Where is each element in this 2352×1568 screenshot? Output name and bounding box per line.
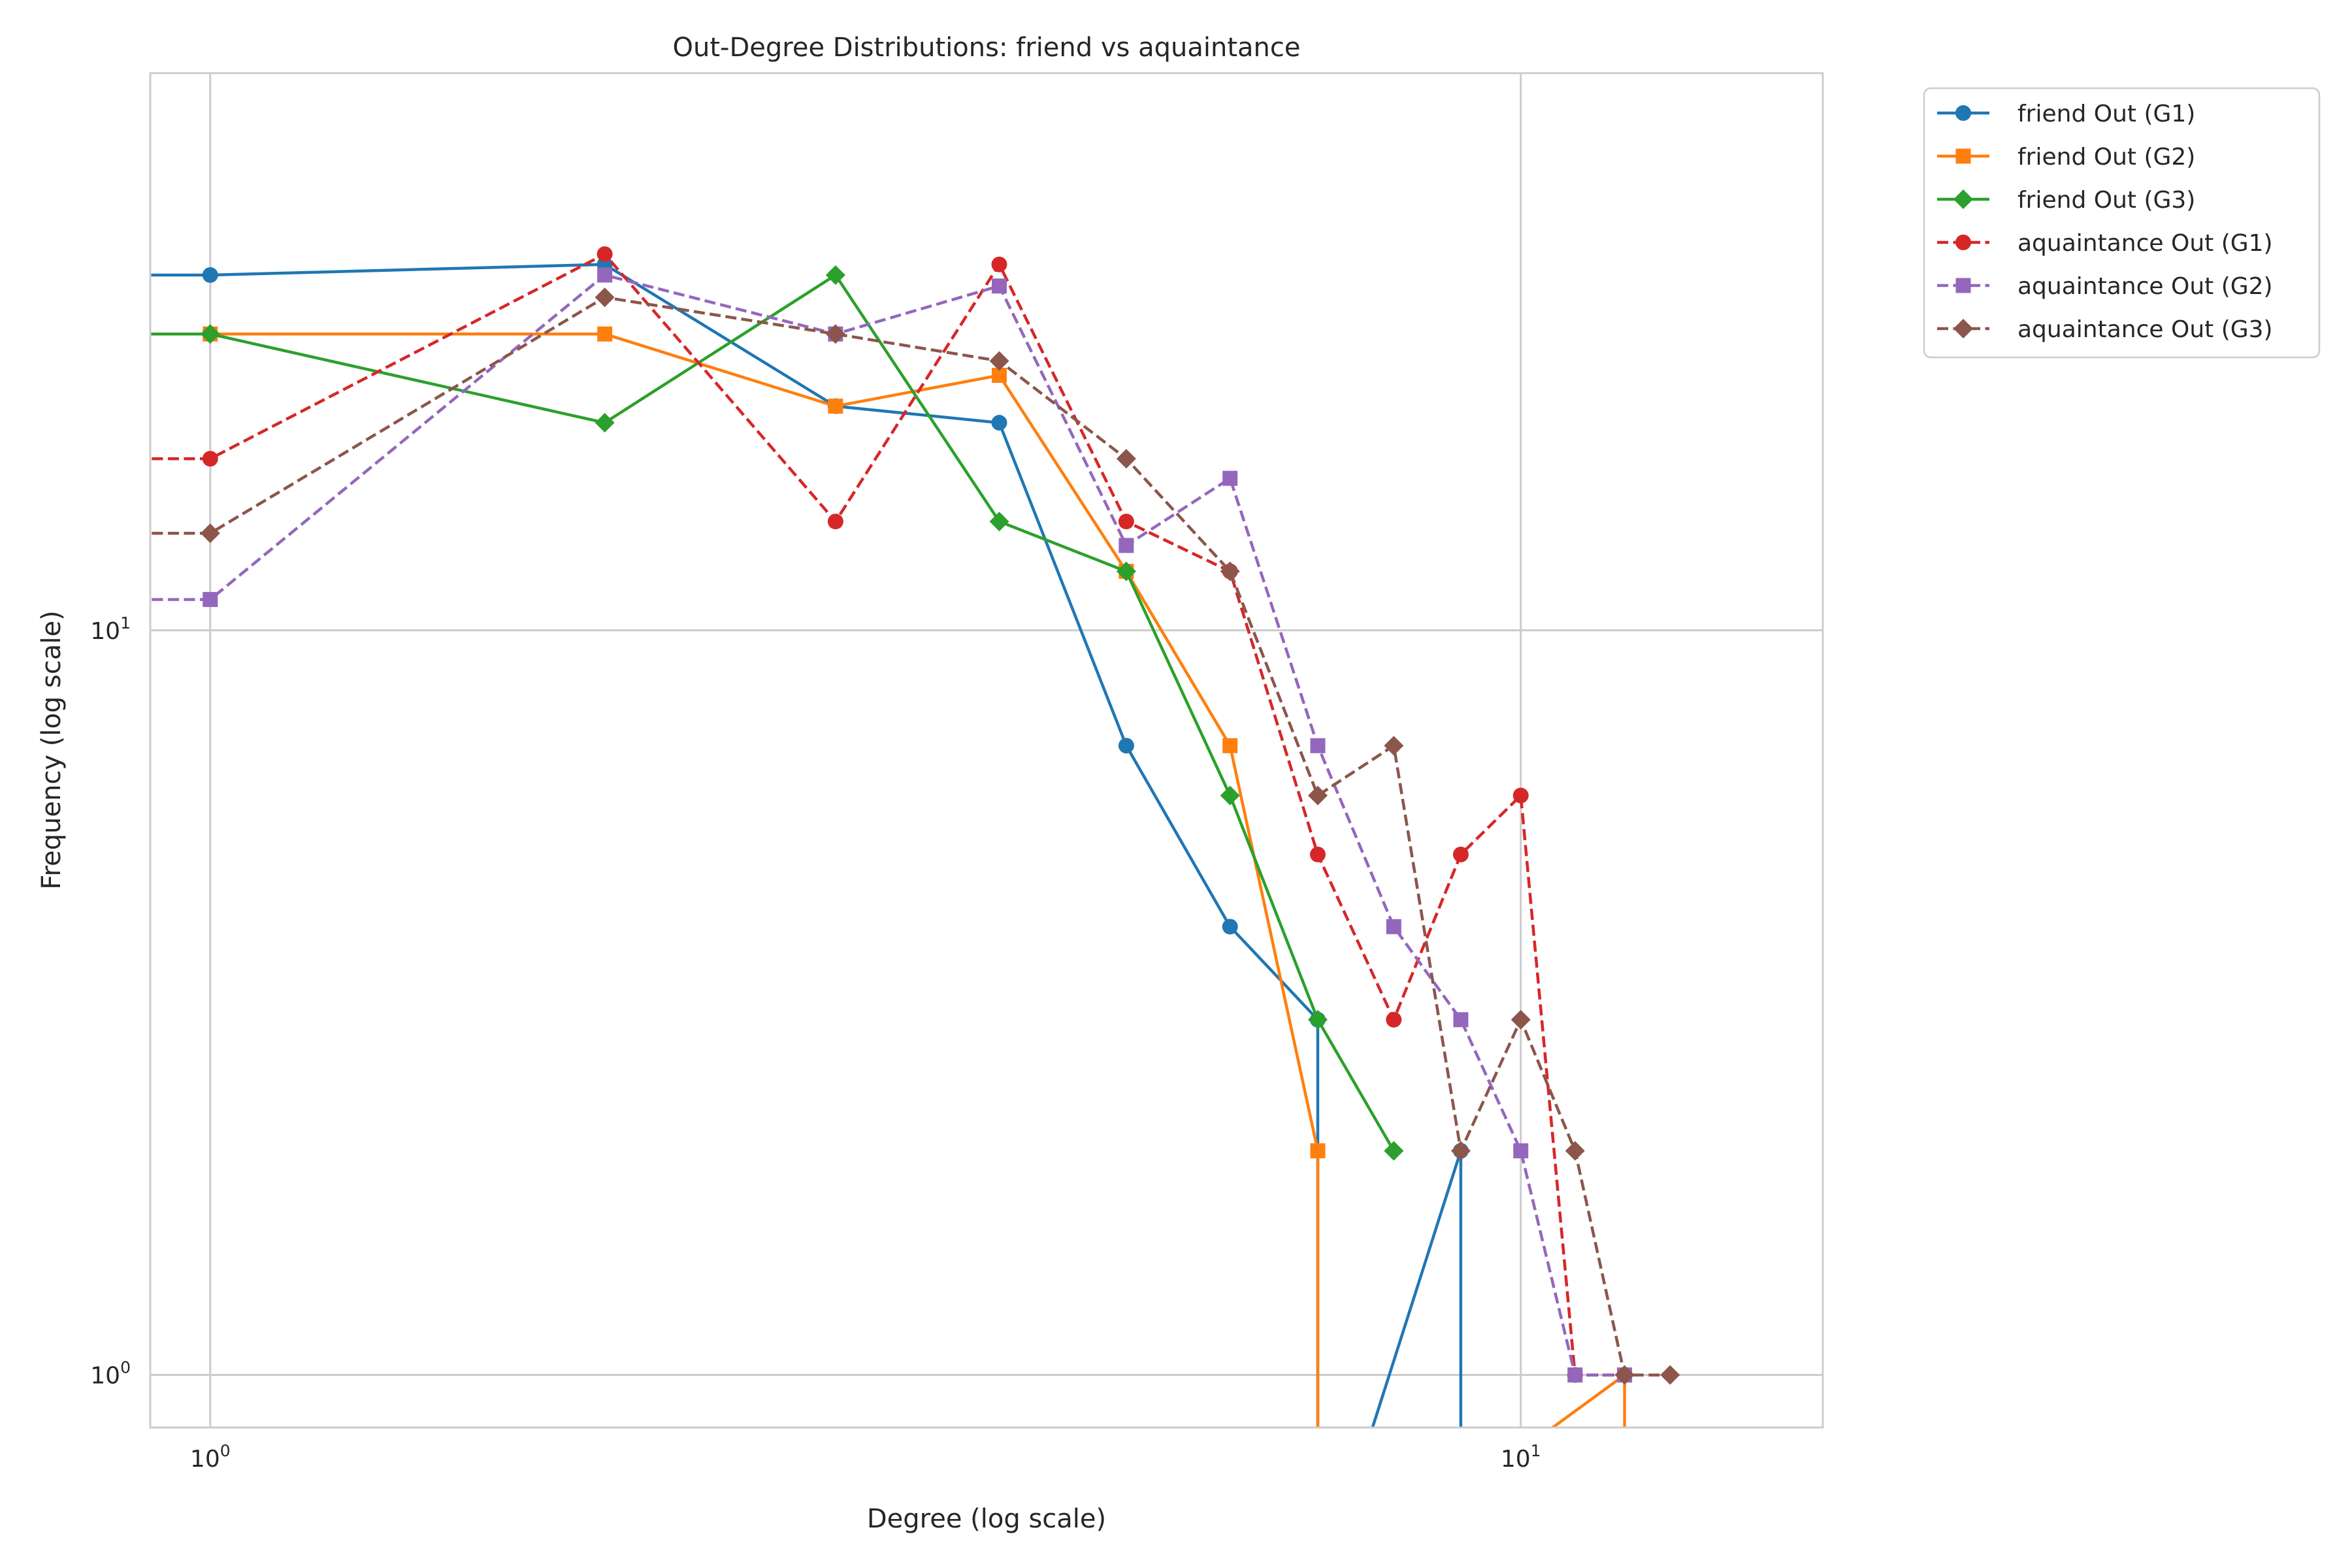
legend-marker	[1953, 189, 1973, 209]
legend-marker	[1955, 235, 1971, 250]
data-point	[1386, 1011, 1402, 1028]
data-point	[1567, 1367, 1583, 1383]
data-point	[991, 415, 1007, 431]
data-point	[1310, 1143, 1326, 1158]
data-point	[1310, 846, 1326, 862]
data-point	[1119, 538, 1134, 553]
y-axis-label: Frequency (log scale)	[37, 610, 67, 889]
data-point	[1660, 1365, 1680, 1385]
data-point	[595, 413, 615, 433]
series-4	[150, 246, 1633, 1383]
data-point	[1308, 1009, 1328, 1030]
data-point	[200, 324, 220, 344]
data-point	[1222, 919, 1238, 935]
series-line	[150, 263, 1463, 1428]
series-5	[150, 267, 1633, 1383]
legend-box	[1923, 87, 2321, 359]
legend-marker	[1955, 278, 1971, 293]
chart-title: Out-Degree Distributions: friend vs aqua…	[673, 33, 1301, 63]
data-point	[1116, 449, 1136, 469]
data-point	[989, 512, 1009, 532]
y-tick-label: 100	[90, 1358, 131, 1390]
data-point	[991, 256, 1007, 272]
data-point	[202, 267, 218, 283]
data-point	[991, 278, 1007, 294]
data-point	[1310, 738, 1326, 753]
series-line	[150, 332, 1626, 1428]
data-point	[1512, 787, 1529, 804]
x-axis-label: Degree (log scale)	[867, 1504, 1106, 1534]
series-6	[150, 287, 1680, 1385]
data-point	[1450, 1141, 1471, 1161]
data-point	[1222, 470, 1238, 486]
series-line	[150, 252, 1625, 1377]
data-point	[1118, 738, 1134, 754]
plot-frame	[149, 72, 1824, 1429]
legend-label: friend Out (G2)	[2017, 144, 2195, 171]
data-point	[596, 246, 613, 263]
legend-label: aquaintance Out (G2)	[2017, 273, 2273, 300]
series-3	[150, 265, 1404, 1161]
data-point	[828, 399, 843, 414]
data-point	[202, 451, 218, 467]
data-point	[989, 351, 1009, 371]
y-tick-labels: 100 101	[90, 613, 131, 1390]
data-point	[1614, 1365, 1635, 1385]
data-point	[991, 367, 1007, 383]
data-point	[1384, 1141, 1404, 1161]
data-point	[1384, 736, 1404, 756]
data-point	[203, 592, 218, 608]
data-point	[597, 326, 613, 342]
grid	[150, 73, 1823, 1428]
x-tick-labels: 100 101	[190, 1441, 1541, 1473]
data-point	[597, 267, 613, 283]
legend-marker	[1955, 148, 1971, 164]
data-point	[200, 523, 220, 544]
data-point	[827, 514, 843, 530]
data-point	[825, 265, 845, 285]
legend-marker	[1955, 105, 1971, 121]
y-tick-label: 101	[90, 613, 131, 645]
data-point	[1511, 1009, 1531, 1030]
data-point	[1220, 561, 1240, 581]
data-point	[1308, 785, 1328, 806]
data-point	[825, 324, 845, 344]
series-line	[150, 295, 1671, 1377]
data-point	[595, 287, 615, 308]
legend: friend Out (G1) friend Out (G2) friend Out…	[1923, 87, 2321, 359]
legend-label: friend Out (G1)	[2017, 101, 2195, 127]
series-group	[150, 246, 1680, 1428]
x-tick-label: 101	[1501, 1441, 1541, 1473]
data-point	[1118, 514, 1134, 530]
legend-label: aquaintance Out (G3)	[2017, 316, 2273, 343]
data-point	[1565, 1141, 1585, 1161]
data-point	[1222, 738, 1238, 753]
legend-label: aquaintance Out (G1)	[2017, 230, 2273, 257]
x-tick-label: 100	[190, 1441, 231, 1473]
series-line	[150, 273, 1396, 1152]
data-point	[1453, 1012, 1469, 1028]
legend-label: friend Out (G3)	[2017, 187, 2195, 214]
legend-marker	[1953, 319, 1973, 338]
data-point	[1116, 561, 1136, 581]
data-point	[1452, 846, 1469, 862]
data-point	[1220, 785, 1240, 806]
data-point	[1513, 1143, 1529, 1158]
data-point	[1386, 919, 1401, 934]
